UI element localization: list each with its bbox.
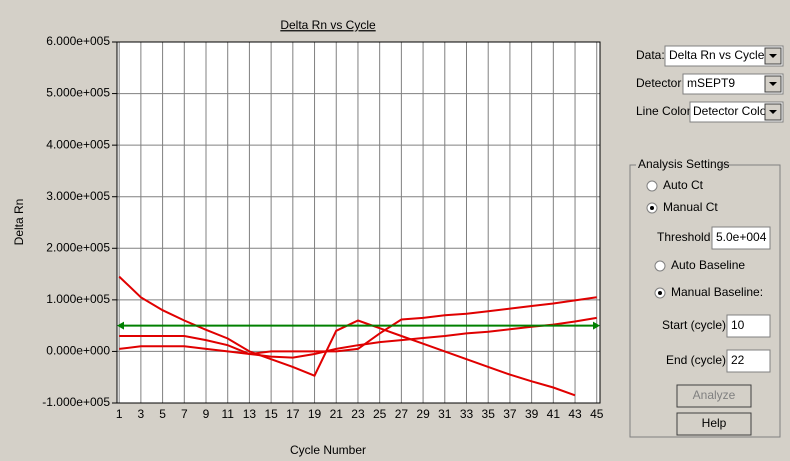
end-input[interactable] <box>726 349 771 373</box>
detector-dropdown[interactable] <box>682 73 784 95</box>
start-value: 10 <box>731 318 745 332</box>
x-tick-label: 23 <box>351 407 365 421</box>
x-tick-label: 5 <box>159 407 166 421</box>
x-tick-label: 37 <box>503 407 517 421</box>
manual-baseline-label: Manual Baseline: <box>671 285 763 299</box>
y-tick-label: 2.000e+005 <box>46 240 110 254</box>
auto-baseline-radio[interactable] <box>654 260 666 272</box>
help-label: Help <box>702 416 727 430</box>
x-tick-label: 33 <box>460 407 474 421</box>
data-value: Delta Rn vs Cycle <box>669 48 765 62</box>
group-title: Analysis Settings <box>638 157 729 171</box>
x-tick-label: 35 <box>482 407 496 421</box>
x-tick-label: 21 <box>330 407 344 421</box>
y-tick-label: 0.000e+000 <box>46 344 110 358</box>
x-tick-label: 17 <box>286 407 300 421</box>
series-line <box>119 296 597 356</box>
x-tick-label: 13 <box>243 407 257 421</box>
x-tick-label: 15 <box>264 407 278 421</box>
data-dropdown[interactable] <box>664 45 784 67</box>
x-tick-label: 27 <box>395 407 409 421</box>
auto-ct-radio[interactable] <box>646 180 658 192</box>
x-tick-label: 7 <box>181 407 188 421</box>
x-tick-label: 1 <box>116 407 123 421</box>
x-tick-label: 31 <box>438 407 452 421</box>
auto-ct-label: Auto Ct <box>663 178 704 192</box>
y-axis-label: Delta Rn <box>12 199 26 246</box>
x-tick-label: 11 <box>221 407 234 421</box>
chart-title: Delta Rn vs Cycle <box>280 18 376 32</box>
x-tick-label: 45 <box>590 407 604 421</box>
plot-area <box>116 41 601 404</box>
threshold-input[interactable] <box>711 226 771 250</box>
y-tick-label: 4.000e+005 <box>46 137 110 151</box>
radio-dot <box>650 206 654 210</box>
y-tick-label: 6.000e+005 <box>46 34 110 48</box>
help-button[interactable] <box>676 412 752 436</box>
threshold-label: Threshold: <box>657 230 714 244</box>
dropdown-arrows <box>764 47 782 121</box>
data-label: Data: <box>636 48 665 62</box>
analyze-button[interactable] <box>676 384 752 408</box>
detector-label: Detector: <box>636 76 685 90</box>
line-color-dropdown[interactable] <box>689 101 784 123</box>
x-tick-label: 9 <box>203 407 210 421</box>
series-line <box>119 316 597 359</box>
start-label: Start (cycle): <box>662 318 729 332</box>
group-title-bg <box>636 158 720 172</box>
y-tick-label: 1.000e+005 <box>46 292 110 306</box>
x-tick-label: 41 <box>547 407 561 421</box>
end-label: End (cycle): <box>666 353 729 367</box>
x-axis-label: Cycle Number <box>290 443 366 457</box>
start-input[interactable] <box>726 314 771 338</box>
manual-ct-label: Manual Ct <box>663 200 718 214</box>
y-tick-label: -1.000e+005 <box>42 395 110 409</box>
y-tick-label: 3.000e+005 <box>46 189 110 203</box>
detector-value: mSEPT9 <box>687 76 735 90</box>
y-tick-label: 5.000e+005 <box>46 86 110 100</box>
analyze-label: Analyze <box>693 388 736 402</box>
x-tick-label: 39 <box>525 407 539 421</box>
plot-frame <box>116 41 601 404</box>
auto-baseline-label: Auto Baseline <box>671 258 745 272</box>
x-tick-label: 3 <box>138 407 145 421</box>
line-color-value: Detector Color <box>693 104 770 118</box>
x-tick-label: 43 <box>568 407 582 421</box>
threshold-value: 5.0e+004 <box>716 230 767 244</box>
radio-dot <box>658 291 662 295</box>
line-color-label: Line Color: <box>636 104 694 118</box>
x-tick-label: 19 <box>308 407 322 421</box>
x-tick-label: 25 <box>373 407 387 421</box>
x-tick-label: 29 <box>416 407 430 421</box>
end-value: 22 <box>731 353 745 367</box>
